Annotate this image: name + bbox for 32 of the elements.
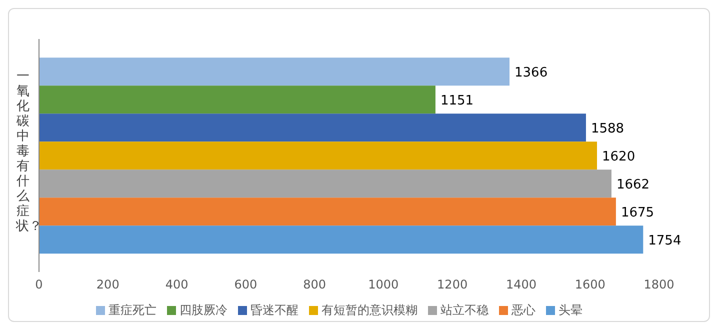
x-tick-label: 1800 (644, 278, 674, 292)
data-label: 1366 (514, 65, 548, 80)
bar (39, 170, 612, 198)
bar (39, 58, 510, 86)
legend-label: 站立不稳 (440, 303, 488, 317)
legend-label: 头晕 (558, 303, 582, 317)
bar (39, 198, 616, 226)
data-label: 1151 (440, 93, 474, 108)
x-tick-label: 1200 (437, 278, 468, 292)
legend-label: 昏迷不醒 (250, 303, 298, 317)
bar (39, 86, 436, 114)
data-label: 1588 (590, 121, 624, 136)
x-tick-label: 600 (234, 278, 258, 292)
x-tick-label: 400 (165, 278, 188, 292)
bar (39, 142, 597, 170)
text: 一氧化碳中毒有什么症状？ (16, 69, 42, 234)
data-label: 1662 (616, 177, 650, 192)
legend-label: 重症死亡 (108, 303, 156, 317)
x-tick-label: 200 (96, 278, 120, 292)
data-label: 1620 (602, 149, 636, 164)
bar (39, 114, 586, 142)
x-tick-label: 800 (303, 278, 326, 292)
data-label: 1754 (648, 233, 682, 248)
legend-label: 有短暂的意识模糊 (322, 303, 418, 317)
legend-label: 四肢厥冷 (180, 303, 228, 317)
x-tick-label: 1600 (574, 278, 606, 292)
legend-label: 恶心 (512, 303, 536, 317)
x-tick-label: 1000 (368, 278, 399, 292)
x-tick-label: 1400 (506, 278, 536, 292)
data-label: 1675 (620, 205, 654, 220)
bar (39, 226, 644, 254)
x-tick-label: 0 (35, 278, 43, 292)
